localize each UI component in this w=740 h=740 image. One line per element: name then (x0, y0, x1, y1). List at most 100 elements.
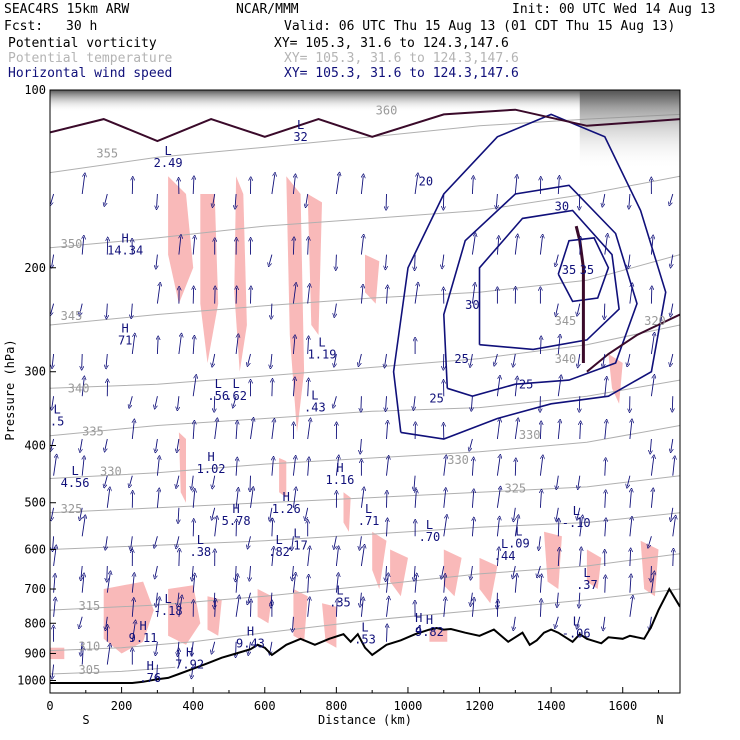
theta-line (50, 512, 680, 550)
wind-vector (212, 507, 216, 519)
wind-vector (272, 380, 273, 397)
pv-extremum-marker: L (336, 584, 343, 598)
wind-vector (236, 288, 237, 304)
wind-vector (387, 287, 388, 304)
wind-vector (414, 475, 415, 489)
wind-vector (604, 303, 605, 318)
wind-vector (539, 536, 541, 548)
wind-vector (558, 421, 560, 440)
wind-vector (52, 396, 54, 408)
wind-vector (557, 592, 558, 606)
pv-extremum-marker: H (122, 232, 129, 246)
pv-extremum-marker: L (361, 620, 368, 634)
wind-vector (629, 597, 633, 617)
wind-vector (179, 550, 180, 567)
wind-vector (106, 536, 108, 548)
pv-extremum-marker: L (501, 537, 508, 551)
pv-extremum-value: .09 (508, 536, 530, 550)
wind-vector (558, 549, 559, 567)
theta-label: 330 (519, 428, 541, 442)
wind-vector (335, 457, 338, 476)
y-tick-label: 600 (24, 542, 46, 556)
wind-vector (580, 238, 581, 255)
wind-vector (308, 459, 309, 476)
y-tick-label: 800 (24, 616, 46, 630)
wind-vector (539, 236, 542, 255)
wind-vector (496, 488, 500, 508)
wind-vector (157, 664, 158, 679)
wind-vector (414, 284, 418, 304)
wind-vector (472, 519, 473, 537)
theta-line (50, 425, 680, 479)
wind-vector (629, 285, 632, 304)
wind-vector (578, 475, 580, 488)
wind-vector (496, 420, 499, 440)
center-label: NCAR/MMM (236, 2, 299, 17)
wind-vector (271, 174, 275, 195)
pv-extremum-value: 5.78 (222, 514, 251, 528)
y-tick-label: 900 (24, 646, 46, 660)
wind-vector (514, 616, 516, 629)
x-tick-label: 1600 (608, 699, 637, 713)
theta-label: 350 (61, 237, 83, 251)
contour-labels: 355 350 345 340 335 330 325 315 310 305 360 345 340 3… (50, 103, 666, 684)
wind-vector (51, 438, 55, 450)
wind-vector (192, 664, 194, 677)
pv-extremum-marker: L (275, 533, 282, 547)
wind-vector (214, 420, 218, 440)
pv-patch (279, 458, 287, 498)
theta-line (50, 379, 680, 437)
wind-vector (157, 338, 158, 355)
wind-vector (651, 490, 653, 508)
theta-label: 310 (79, 640, 101, 654)
wind-vector (579, 517, 583, 537)
x-tick-label: 1200 (465, 699, 494, 713)
wind-vector (292, 489, 296, 508)
pv-extremum-marker: H (207, 450, 214, 464)
wind-vector (177, 438, 179, 451)
wind-vector (53, 456, 57, 476)
wind-vector (629, 193, 630, 207)
pv-patch (307, 194, 322, 335)
wind-vector (495, 353, 498, 364)
wind-vector (470, 438, 473, 449)
wind-vector (651, 237, 653, 255)
pv-upper-line (586, 313, 680, 373)
wind-contour (557, 237, 610, 303)
wind-vector (308, 548, 310, 567)
wind-vector (235, 336, 238, 355)
wind-contour-label: 30 (555, 200, 569, 214)
wind-vector (132, 600, 133, 617)
wind-vector (131, 622, 135, 642)
wind-vector (335, 174, 339, 195)
theta-label: 325 (61, 502, 83, 516)
wind-vector (156, 592, 157, 606)
y-tick-label: 200 (24, 261, 46, 275)
wind-vector (387, 626, 388, 642)
wind-vector (81, 565, 82, 579)
wind-vector (414, 396, 416, 408)
pv-patch (479, 557, 498, 604)
pv-extremum-value: 14.34 (107, 244, 143, 258)
wind-vector (213, 193, 215, 206)
wind-vector (650, 334, 654, 355)
pv-extremum-value: 1.02 (197, 462, 226, 476)
wind-vector (334, 353, 337, 365)
wind-vector (82, 575, 84, 593)
wind-vector (52, 664, 53, 678)
wind-vector (250, 475, 251, 490)
pv-patch (293, 589, 308, 642)
pv-extremum-marker: L (165, 144, 172, 158)
wind-vector (628, 254, 630, 267)
pv-extremum-value: .35 (329, 596, 351, 610)
pv-extremum-value: .56 (207, 389, 229, 403)
wind-vector (540, 576, 541, 593)
wind-vector (248, 592, 251, 603)
pv-extremum-value: -.10 (562, 516, 591, 530)
theta-line (50, 254, 680, 326)
model-title: SEAC4RS 15km ARW (4, 2, 130, 17)
wind-vector (212, 353, 216, 365)
wind-vector (577, 303, 581, 315)
wind-vector (650, 616, 652, 629)
wind-vector (360, 536, 362, 548)
